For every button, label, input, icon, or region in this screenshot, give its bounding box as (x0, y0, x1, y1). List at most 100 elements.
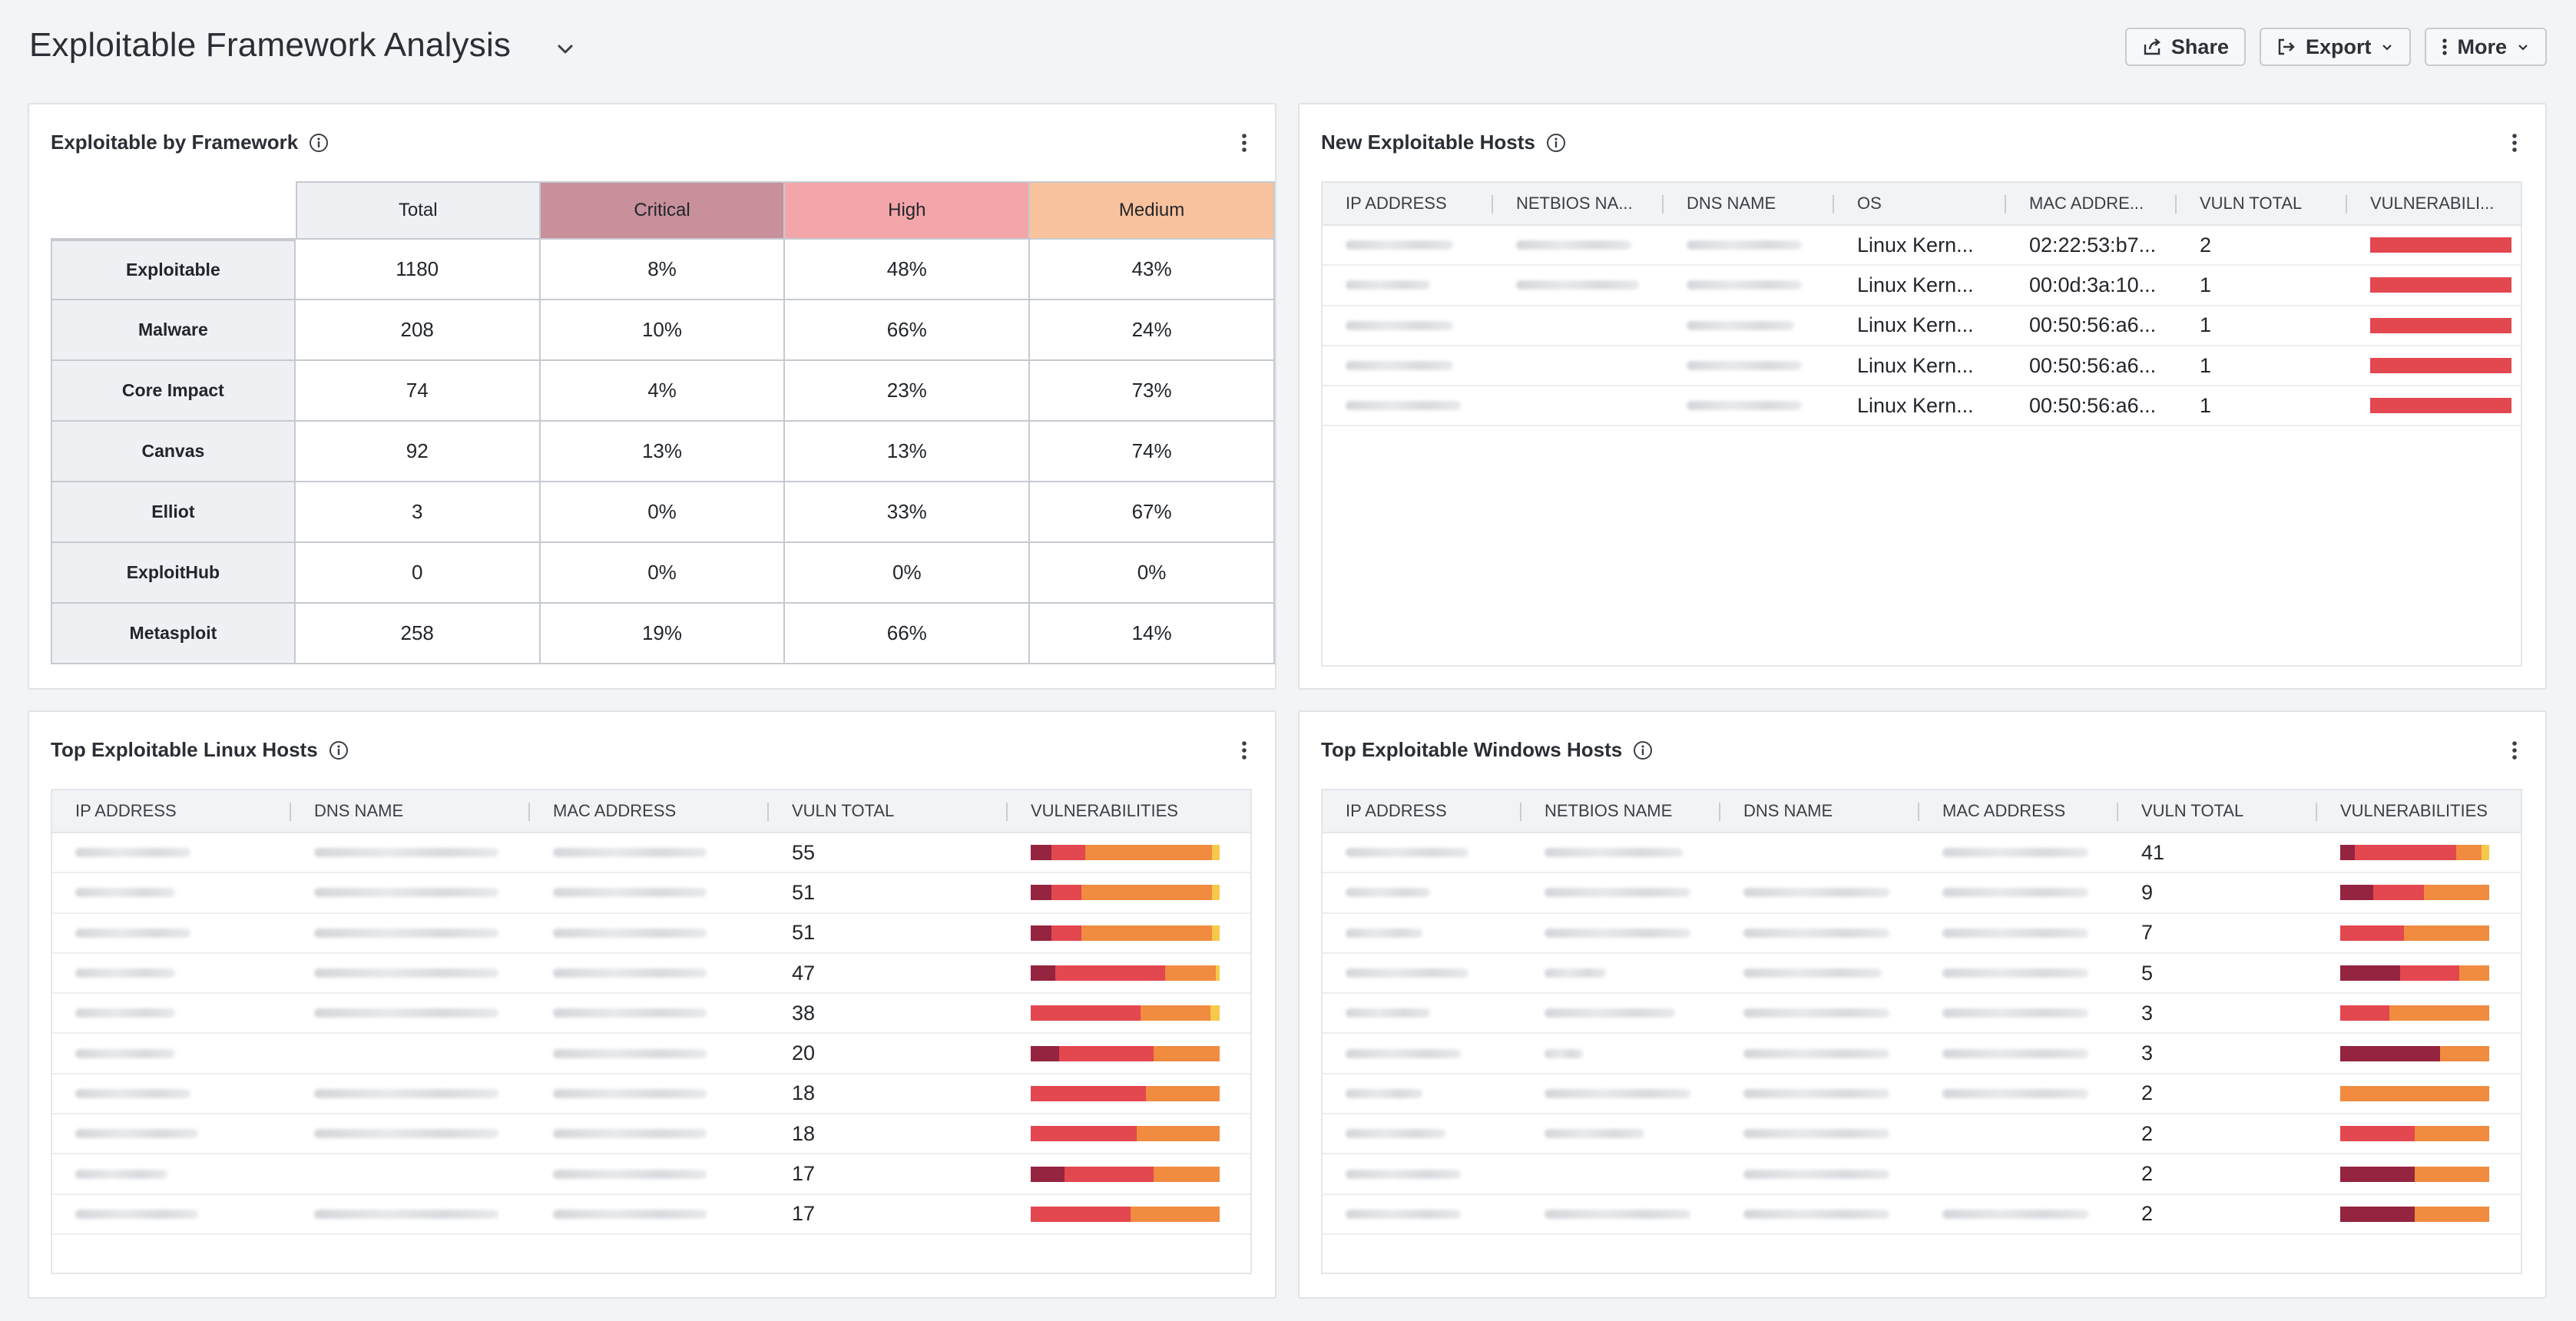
kebab-menu-icon[interactable] (2505, 131, 2524, 155)
cell-critical[interactable]: 8% (540, 240, 786, 300)
cell-total[interactable]: 74 (295, 361, 541, 422)
severity-bar[interactable] (2340, 1005, 2489, 1021)
column-header[interactable]: IP ADDRESS (1323, 183, 1493, 224)
info-icon[interactable] (1546, 133, 1566, 153)
table-row[interactable]: 2 (1323, 1074, 2521, 1115)
cell-medium[interactable]: 0% (1030, 543, 1275, 604)
column-header[interactable]: IP ADDRESS (1323, 790, 1521, 832)
severity-bar[interactable] (2370, 398, 2511, 414)
severity-bar[interactable] (1031, 1005, 1220, 1021)
cell-high[interactable]: 66% (785, 300, 1031, 361)
table-row[interactable]: 3 (1323, 994, 2521, 1035)
column-header[interactable]: DNS NAME (291, 790, 530, 832)
severity-bar[interactable] (1031, 1045, 1220, 1061)
cell-high[interactable]: 33% (785, 482, 1031, 543)
table-row[interactable]: 55 (52, 833, 1250, 874)
severity-bar[interactable] (2340, 1085, 2489, 1101)
cell-total[interactable]: 208 (295, 300, 541, 361)
table-row[interactable]: 2 (1323, 1114, 2521, 1155)
severity-bar[interactable] (2370, 317, 2511, 333)
cell-critical[interactable]: 0% (540, 543, 786, 604)
cell-medium[interactable]: 74% (1030, 422, 1275, 482)
table-row[interactable]: 7 (1323, 914, 2521, 954)
table-row[interactable]: 17 (52, 1154, 1250, 1195)
severity-bar[interactable] (2370, 237, 2511, 253)
column-header[interactable]: NETBIOS NAME (1521, 790, 1720, 832)
severity-bar[interactable] (1031, 1085, 1220, 1101)
info-icon[interactable] (1633, 740, 1653, 760)
cell-critical[interactable]: 13% (540, 422, 786, 482)
table-row[interactable]: Linux Kern... 00:50:56:a6... 1 (1323, 386, 2521, 427)
cell-total[interactable]: 1180 (295, 240, 541, 300)
table-row[interactable]: Linux Kern... 00:50:56:a6... 1 (1323, 346, 2521, 387)
table-row[interactable]: Linux Kern... 00:0d:3a:10... 1 (1323, 266, 2521, 306)
table-row[interactable]: Linux Kern... 02:22:53:b7... 2 (1323, 226, 2521, 267)
cell-medium[interactable]: 14% (1030, 604, 1275, 664)
severity-bar[interactable] (1031, 925, 1220, 941)
severity-bar[interactable] (2340, 925, 2489, 941)
severity-bar[interactable] (2340, 965, 2489, 982)
table-row[interactable]: 17 (52, 1195, 1250, 1235)
chevron-down-icon[interactable] (553, 37, 578, 61)
cell-total[interactable]: 258 (295, 604, 541, 664)
cell-high[interactable]: 66% (785, 604, 1031, 664)
table-row[interactable]: 5 (1323, 954, 2521, 995)
table-row[interactable]: 47 (52, 954, 1250, 995)
severity-bar[interactable] (2370, 358, 2511, 374)
export-button[interactable]: Export (2259, 28, 2412, 66)
column-header[interactable]: VULNERABILITIES (2340, 801, 2488, 820)
table-row[interactable]: 2 (1323, 1154, 2521, 1195)
table-row[interactable]: 18 (52, 1074, 1250, 1115)
info-icon[interactable] (309, 133, 329, 153)
table-row[interactable]: 2 (1323, 1195, 2521, 1235)
column-header[interactable]: DNS NAME (1664, 183, 1834, 224)
column-header[interactable]: VULN TOTAL (2118, 790, 2317, 832)
severity-bar[interactable] (1031, 1166, 1220, 1182)
table-row[interactable]: 18 (52, 1114, 1250, 1155)
table-row[interactable]: 38 (52, 994, 1250, 1035)
severity-bar[interactable] (2340, 1166, 2489, 1182)
table-row[interactable]: 41 (1323, 833, 2521, 874)
column-header[interactable]: VULN TOTAL (769, 790, 1008, 832)
cell-medium[interactable]: 43% (1030, 240, 1275, 300)
severity-bar[interactable] (1031, 845, 1220, 861)
cell-critical[interactable]: 19% (540, 604, 786, 664)
cell-total[interactable]: 0 (295, 543, 541, 604)
kebab-menu-icon[interactable] (1235, 738, 1253, 763)
column-header[interactable]: OS (1834, 183, 2006, 224)
severity-bar[interactable] (2340, 885, 2489, 901)
severity-bar[interactable] (2340, 1045, 2489, 1061)
severity-bar[interactable] (1031, 1206, 1220, 1222)
column-header[interactable]: MAC ADDRESS (1919, 790, 2118, 832)
info-icon[interactable] (329, 740, 349, 760)
severity-bar[interactable] (1031, 1126, 1220, 1142)
cell-medium[interactable]: 24% (1030, 300, 1275, 361)
table-row[interactable]: 9 (1323, 873, 2521, 914)
table-row[interactable]: 51 (52, 873, 1250, 914)
cell-total[interactable]: 92 (295, 422, 541, 482)
cell-high[interactable]: 13% (785, 422, 1031, 482)
kebab-menu-icon[interactable] (2505, 738, 2524, 763)
table-row[interactable]: Linux Kern... 00:50:56:a6... 1 (1323, 306, 2521, 346)
kebab-menu-icon[interactable] (1235, 131, 1253, 155)
severity-bar[interactable] (2340, 845, 2489, 861)
column-header[interactable]: MAC ADDRESS (530, 790, 769, 832)
table-row[interactable]: 51 (52, 914, 1250, 954)
severity-bar[interactable] (2340, 1126, 2489, 1142)
cell-high[interactable]: 23% (785, 361, 1031, 422)
cell-medium[interactable]: 67% (1030, 482, 1275, 543)
column-header[interactable]: MAC ADDRE... (2006, 183, 2177, 224)
column-header[interactable]: VULN TOTAL (2177, 183, 2347, 224)
severity-bar[interactable] (2340, 1206, 2489, 1222)
share-button[interactable]: Share (2124, 28, 2246, 66)
column-header[interactable]: IP ADDRESS (52, 790, 291, 832)
column-header[interactable]: DNS NAME (1720, 790, 1919, 832)
cell-medium[interactable]: 73% (1030, 361, 1275, 422)
column-header[interactable]: VULNERABILI... (2370, 194, 2495, 213)
table-row[interactable]: 3 (1323, 1034, 2521, 1074)
cell-high[interactable]: 0% (785, 543, 1031, 604)
cell-critical[interactable]: 10% (540, 300, 786, 361)
table-row[interactable]: 20 (52, 1034, 1250, 1074)
severity-bar[interactable] (2370, 277, 2511, 293)
cell-total[interactable]: 3 (295, 482, 541, 543)
